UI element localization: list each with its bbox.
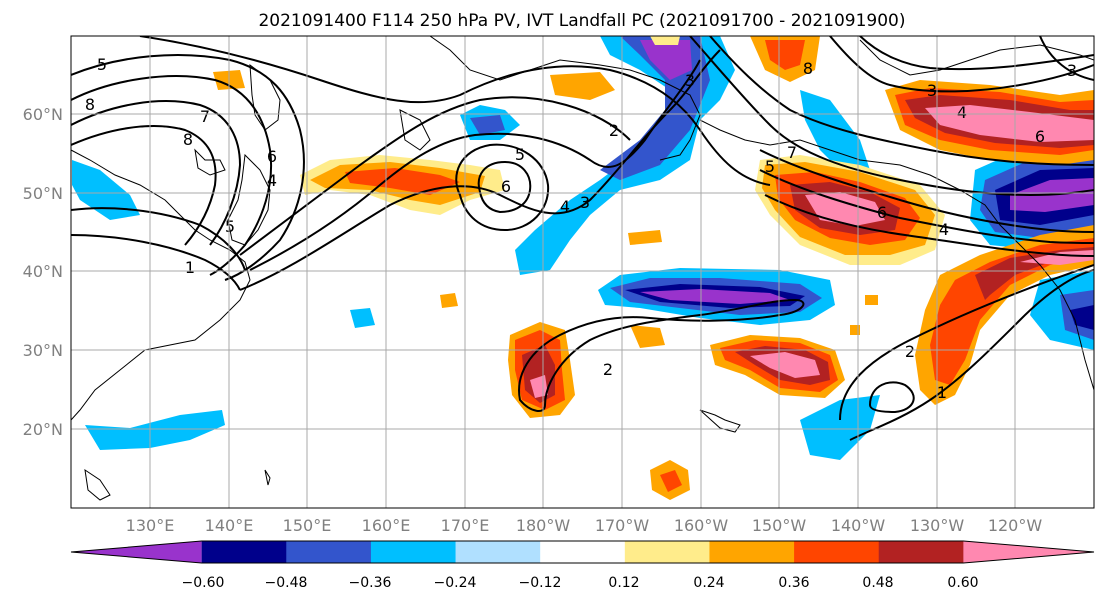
colorbar-tick-label: −0.36 (349, 575, 392, 591)
contour-label: 4 (957, 103, 967, 122)
contour-label: 8 (803, 59, 813, 78)
contour-label: 3 (685, 71, 695, 90)
lon-label: 140°W (831, 516, 886, 535)
latitude-labels: 60°N 50°N 40°N 30°N 20°N (23, 105, 63, 439)
contour-label: 6 (1035, 127, 1045, 146)
lon-label: 160°W (674, 516, 729, 535)
colorbar-segment (540, 541, 626, 563)
colorbar-segment (624, 541, 710, 563)
contour-label: 5 (225, 217, 235, 236)
lat-label: 60°N (23, 105, 63, 124)
lon-label: 140°E (205, 516, 254, 535)
lon-label: 150°W (752, 516, 807, 535)
map-area: 5 8 7 8 6 4 5 1 2 5 6 4 3 3 2 1 8 7 5 6 … (71, 36, 1094, 508)
lon-label: 130°E (126, 516, 175, 535)
colorbar-segment (71, 541, 202, 563)
colorbar-segment (286, 541, 372, 563)
lon-label: 160°E (362, 516, 411, 535)
colorbar-tick-label: −0.24 (434, 575, 477, 591)
contour-label: 7 (787, 143, 797, 162)
map-title: 2021091400 F114 250 hPa PV, IVT Landfall… (258, 11, 905, 31)
colorbar-tick-label: 0.12 (608, 575, 639, 591)
colorbar-tick-labels: −0.60 −0.48 −0.36 −0.24 −0.12 0.12 0.24 … (182, 575, 979, 591)
map-frame (70, 35, 1095, 509)
colorbar: −0.60 −0.48 −0.36 −0.24 −0.12 0.12 0.24 … (70, 540, 1095, 591)
contour-label: 1 (185, 258, 195, 277)
contour-label: 4 (267, 171, 277, 190)
lat-label: 20°N (23, 420, 63, 439)
lat-label: 50°N (23, 184, 63, 203)
colorbar-tick-label: −0.60 (182, 575, 225, 591)
contour-label: 2 (905, 342, 915, 361)
contour-label: 6 (877, 203, 887, 222)
colorbar-segment (370, 541, 457, 563)
contour-label: 6 (501, 177, 511, 196)
contour-label: 7 (200, 107, 210, 126)
contour-label: 8 (183, 130, 193, 149)
lat-label: 30°N (23, 341, 63, 360)
colorbar-segment (709, 541, 795, 563)
contour-label: 2 (609, 121, 619, 140)
colorbar-segments (70, 540, 1095, 564)
colorbar-segment (201, 541, 287, 563)
contour-label: 1 (937, 383, 947, 402)
colorbar-segment (794, 541, 880, 563)
colorbar-tick-label: 0.36 (778, 575, 809, 591)
lat-label: 40°N (23, 262, 63, 281)
colorbar-segment (963, 541, 1094, 563)
contour-labels: 5 8 7 8 6 4 5 1 2 5 6 4 3 3 2 1 8 7 5 6 … (85, 55, 1077, 402)
contour-label: 8 (85, 95, 95, 114)
lon-label: 150°E (283, 516, 332, 535)
contour-label: 5 (515, 145, 525, 164)
contour-label: 5 (765, 157, 775, 176)
pv-contours (71, 36, 1094, 441)
colorbar-segment (455, 541, 541, 563)
contour-label: 3 (1067, 61, 1077, 80)
contour-label: 6 (267, 147, 277, 166)
colorbar-tick-label: −0.12 (519, 575, 562, 591)
colorbar-tick-label: 0.24 (693, 575, 724, 591)
lon-label: 120°W (988, 516, 1043, 535)
contour-label: 5 (97, 55, 107, 74)
gridlines (71, 36, 1094, 508)
lon-label: 170°W (595, 516, 650, 535)
colorbar-tick-label: −0.48 (265, 575, 308, 591)
contour-label: 4 (560, 197, 570, 216)
colorbar-outline (70, 540, 1095, 564)
lon-label: 180°W (516, 516, 571, 535)
colorbar-segment (878, 541, 964, 563)
positive-anomaly-fill (213, 36, 1094, 500)
lon-label: 170°E (441, 516, 490, 535)
contour-label: 3 (580, 193, 590, 212)
contour-label: 4 (939, 220, 949, 239)
contour-label: 3 (927, 81, 937, 100)
lon-label: 130°W (910, 516, 965, 535)
longitude-labels: 130°E 140°E 150°E 160°E 170°E 180°W 170°… (126, 516, 1043, 535)
contour-label: 2 (603, 360, 613, 379)
colorbar-tick-label: 0.60 (947, 575, 978, 591)
colorbar-tick-label: 0.48 (862, 575, 893, 591)
